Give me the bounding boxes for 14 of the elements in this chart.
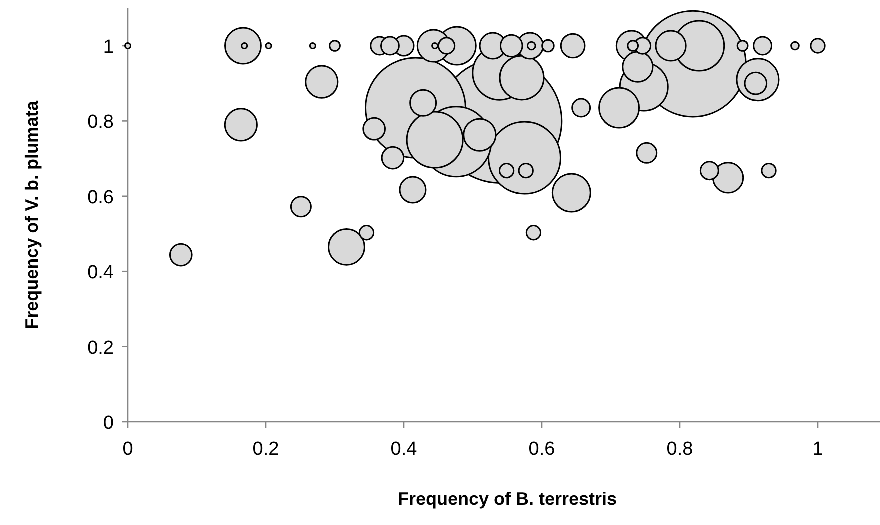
y-tick-label: 0.4 (88, 262, 114, 284)
y-tick-label: 0.8 (88, 112, 114, 134)
x-axis-title: Frequency of B. terrestris (398, 489, 618, 509)
x-tick-label: 0.6 (528, 439, 556, 460)
x-tick-label: 0.2 (252, 439, 280, 460)
x-tick-label: 0.4 (390, 439, 418, 460)
y-tick-label: 0.2 (88, 338, 114, 359)
x-tick-label: 1 (812, 439, 824, 460)
x-tick-label: 0.8 (666, 439, 694, 460)
x-tick-label: 0 (122, 439, 134, 460)
y-axis-title: Frequency of V. b. plumata (22, 100, 42, 330)
y-tick-label: 1 (103, 37, 114, 58)
y-tick-label: 0 (103, 413, 114, 434)
y-tick-label: 0.6 (88, 187, 114, 208)
